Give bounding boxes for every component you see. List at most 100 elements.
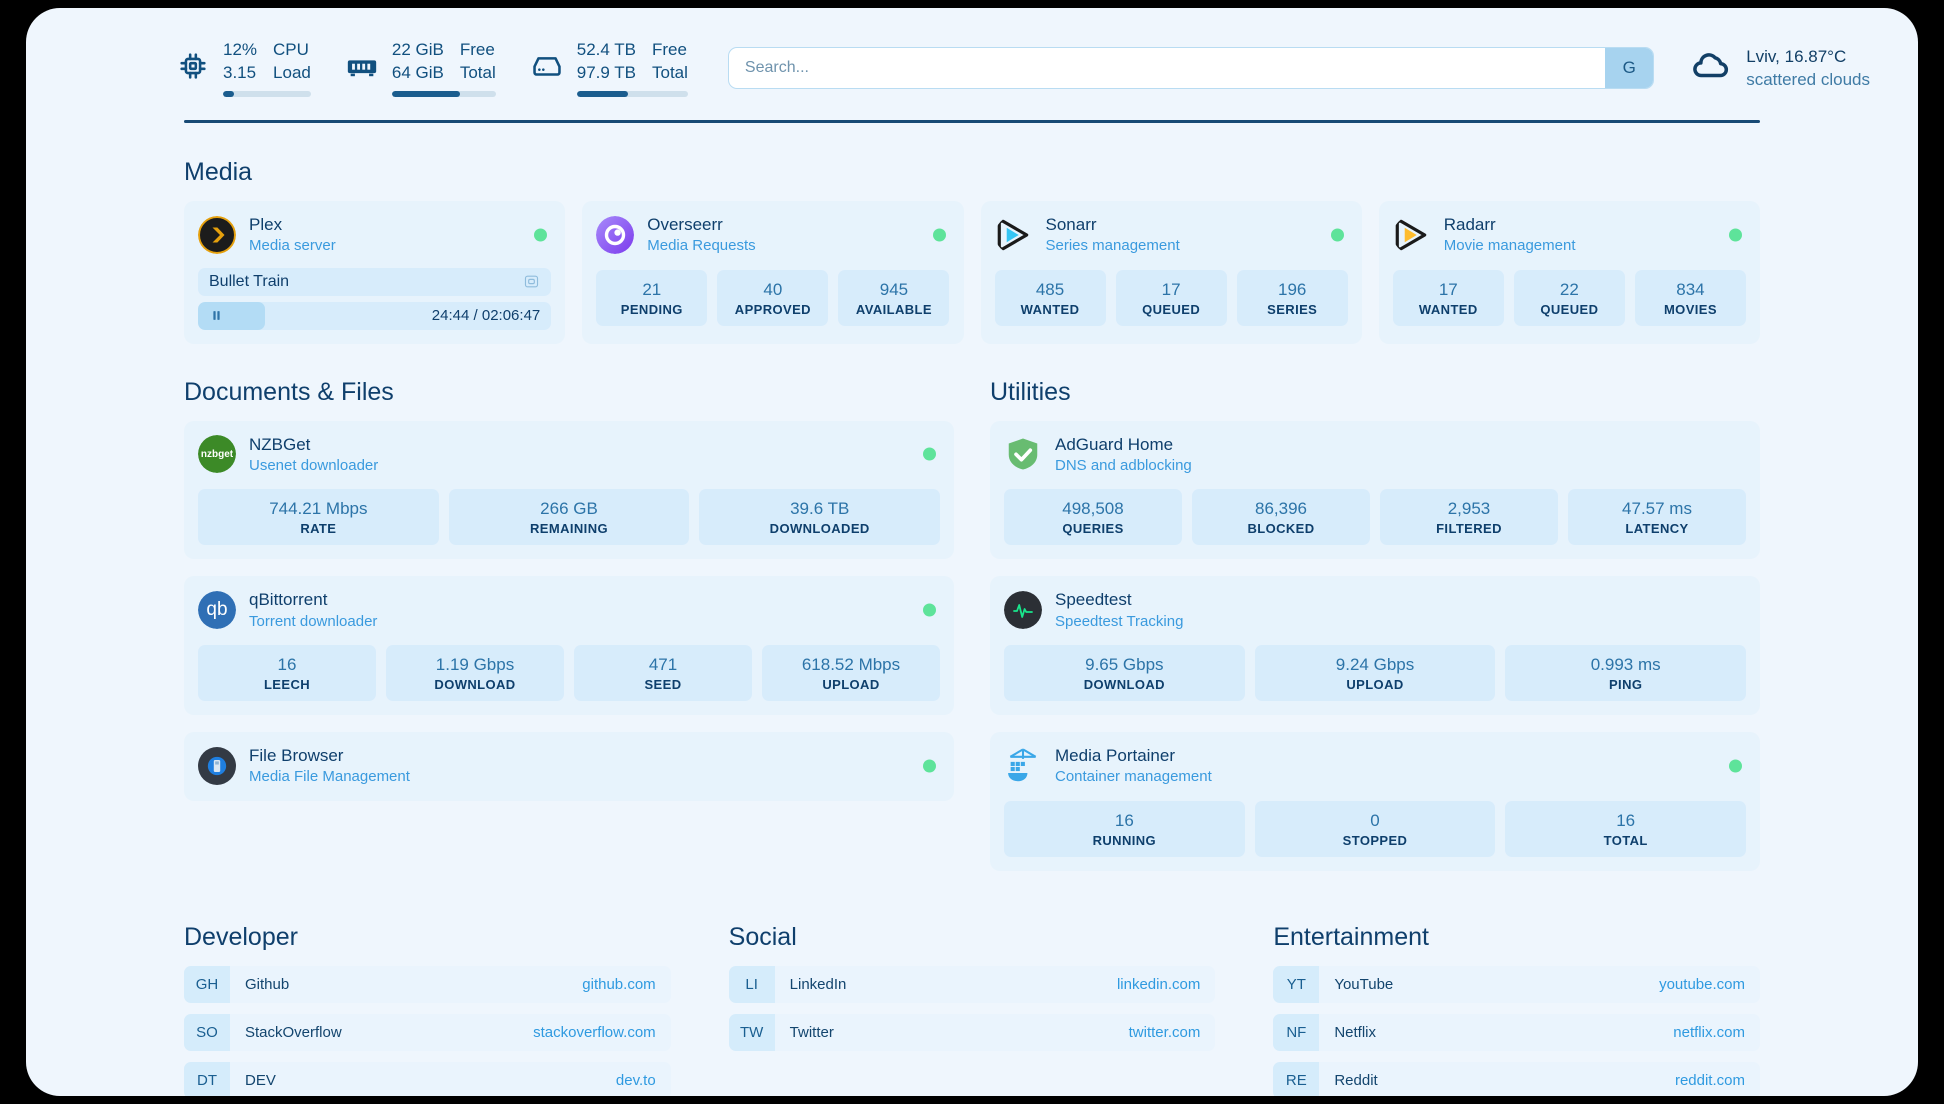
status-indicator xyxy=(923,759,936,773)
service-card[interactable]: qb qBittorrent Torrent downloader 16 LEE… xyxy=(184,576,954,716)
pause-icon[interactable] xyxy=(209,308,224,323)
service-card[interactable]: Overseerr Media Requests 21 PENDING 40 A… xyxy=(582,201,964,344)
bookmark-item[interactable]: NF Netflix netflix.com xyxy=(1273,1014,1760,1052)
stat-label: WANTED xyxy=(1418,301,1478,317)
bookmark-list: GH Github github.com SO StackOverflow st… xyxy=(184,966,671,1096)
stat-value: 2,953 xyxy=(1447,499,1491,519)
now-playing-bar[interactable]: Bullet Train xyxy=(198,267,552,296)
stat-label: DOWNLOAD xyxy=(1083,677,1165,693)
stat-item[interactable]: 16 TOTAL xyxy=(1505,800,1747,858)
search-bar[interactable]: G xyxy=(727,47,1655,89)
widget-value-secondary: 64 GiB xyxy=(391,62,444,82)
service-card[interactable]: Sonarr Series management 485 WANTED 17 Q… xyxy=(980,201,1362,344)
stat-item[interactable]: 266 GB REMAINING xyxy=(448,489,690,546)
stat-item[interactable]: 86,396 BLOCKED xyxy=(1192,489,1370,546)
search-input[interactable] xyxy=(728,48,1606,88)
stat-item[interactable]: 2,953 FILTERED xyxy=(1380,489,1558,546)
service-description: Container management xyxy=(1055,768,1212,786)
widget-value-primary: 52.4 TB xyxy=(576,40,636,60)
service-card[interactable]: Media Portainer Container management 16 … xyxy=(990,732,1760,872)
service-stats: 16 RUNNING 0 STOPPED 16 TOTAL xyxy=(1004,800,1747,858)
stat-item[interactable]: 471 SEED xyxy=(574,645,752,702)
bookmark-group: Developer GH Github github.com SO StackO… xyxy=(184,923,671,1096)
stat-item[interactable]: 21 PENDING xyxy=(596,269,708,326)
bookmark-group-title: Entertainment xyxy=(1273,923,1429,952)
status-indicator xyxy=(534,228,548,242)
bookmark-item[interactable]: YT YouTube youtube.com xyxy=(1273,966,1760,1004)
documents-column: Documents & Files nzbget NZBGet Usenet d… xyxy=(184,378,954,872)
bookmark-list: LI LinkedIn linkedin.com TW Twitter twit… xyxy=(728,966,1216,1052)
service-card[interactable]: AdGuard Home DNS and adblocking 498,508 … xyxy=(990,420,1760,560)
stat-item[interactable]: 17 WANTED xyxy=(1392,269,1504,326)
cast-icon[interactable] xyxy=(523,273,540,290)
section-title-media: Media xyxy=(184,158,253,186)
bookmark-name: StackOverflow xyxy=(245,1024,342,1042)
stat-value: 16 xyxy=(277,655,297,675)
stat-label: TOTAL xyxy=(1603,833,1648,849)
stat-label: PING xyxy=(1608,677,1643,693)
stat-item[interactable]: 945 AVAILABLE xyxy=(838,269,950,326)
bookmark-item[interactable]: DT DEV dev.to xyxy=(184,1062,671,1096)
stat-item[interactable]: 17 QUEUED xyxy=(1115,269,1227,326)
stat-item[interactable]: 744.21 Mbps RATE xyxy=(198,489,439,546)
stat-value: 47.57 ms xyxy=(1622,499,1692,519)
portainer-logo xyxy=(1004,747,1042,785)
widget-progress-bar xyxy=(391,90,496,97)
weather-location: Lviv, 16.87°C xyxy=(1746,46,1847,66)
service-card[interactable]: File Browser Media File Management xyxy=(184,732,954,801)
utilities-column: Utilities AdGuard Home DNS and adblockin… xyxy=(990,378,1760,872)
stat-item[interactable]: 16 LEECH xyxy=(198,645,376,702)
playback-progress-bar[interactable]: 24:44 / 02:06:47 xyxy=(198,301,552,330)
bookmark-item[interactable]: RE Reddit reddit.com xyxy=(1273,1062,1760,1096)
service-name: Sonarr xyxy=(1045,215,1097,234)
bookmark-item[interactable]: LI LinkedIn linkedin.com xyxy=(728,966,1216,1004)
stat-item[interactable]: 196 SERIES xyxy=(1236,269,1348,326)
stat-item[interactable]: 47.57 ms LATENCY xyxy=(1568,489,1746,546)
stat-item[interactable]: 9.24 Gbps UPLOAD xyxy=(1254,645,1496,702)
service-name: Plex xyxy=(249,215,283,234)
service-card[interactable]: Plex Media server Bullet Train 24:44 / 0… xyxy=(184,201,566,344)
stat-item[interactable]: 485 WANTED xyxy=(994,269,1106,326)
bookmark-item[interactable]: SO StackOverflow stackoverflow.com xyxy=(184,1014,671,1052)
adguard-logo xyxy=(1004,435,1042,473)
stat-item[interactable]: 618.52 Mbps UPLOAD xyxy=(762,645,940,702)
stat-item[interactable]: 9.65 Gbps DOWNLOAD xyxy=(1004,645,1245,702)
service-card[interactable]: Radarr Movie management 17 WANTED 22 QUE… xyxy=(1378,201,1760,344)
stat-item[interactable]: 1.19 Gbps DOWNLOAD xyxy=(386,645,564,702)
stat-value: 485 xyxy=(1035,279,1065,299)
bookmark-item[interactable]: TW Twitter twitter.com xyxy=(728,1014,1216,1052)
stat-item[interactable]: 834 MOVIES xyxy=(1634,269,1746,326)
bookmark-url: twitter.com xyxy=(1128,1024,1201,1042)
widget-label-primary: CPU xyxy=(273,40,309,60)
status-indicator xyxy=(923,447,936,461)
stat-item[interactable]: 0 STOPPED xyxy=(1254,800,1496,858)
utilities-card-list: AdGuard Home DNS and adblocking 498,508 … xyxy=(990,420,1760,872)
stat-item[interactable]: 39.6 TB DOWNLOADED xyxy=(699,489,941,546)
stat-value: 266 GB xyxy=(540,499,598,519)
widget-value-primary: 22 GiB xyxy=(391,40,444,60)
stat-label: MOVIES xyxy=(1663,301,1717,317)
radarr-logo xyxy=(1393,216,1431,254)
stat-item[interactable]: 22 QUEUED xyxy=(1513,269,1625,326)
service-card[interactable]: nzbget NZBGet Usenet downloader 744.21 M… xyxy=(184,420,954,560)
stat-value: 17 xyxy=(1161,279,1181,299)
service-name: File Browser xyxy=(249,746,344,766)
search-provider-button[interactable]: G xyxy=(1605,48,1654,88)
status-indicator xyxy=(1330,228,1344,242)
system-widget-storage: 52.4 TB 97.9 TB Free Total xyxy=(530,39,688,97)
stat-item[interactable]: 16 RUNNING xyxy=(1004,800,1245,858)
stat-item[interactable]: 40 APPROVED xyxy=(717,269,829,326)
media-card-grid: Plex Media server Bullet Train 24:44 / 0… xyxy=(184,201,1760,344)
bookmark-url: linkedin.com xyxy=(1116,976,1201,994)
bookmark-abbr: SO xyxy=(184,1014,230,1052)
stat-item[interactable]: 498,508 QUERIES xyxy=(1004,489,1182,546)
service-stats: 16 LEECH 1.19 Gbps DOWNLOAD 471 SEED 618… xyxy=(198,645,940,702)
service-card[interactable]: Speedtest Speedtest Tracking 9.65 Gbps D… xyxy=(990,576,1760,716)
system-widget-memory: 22 GiB 64 GiB Free Total xyxy=(345,39,496,97)
stat-value: 471 xyxy=(648,655,678,675)
bookmark-item[interactable]: GH Github github.com xyxy=(184,966,671,1004)
service-description: Series management xyxy=(1045,237,1180,255)
bookmark-name: DEV xyxy=(245,1072,276,1090)
bookmark-url: reddit.com xyxy=(1674,1072,1745,1090)
stat-item[interactable]: 0.993 ms PING xyxy=(1505,645,1747,702)
